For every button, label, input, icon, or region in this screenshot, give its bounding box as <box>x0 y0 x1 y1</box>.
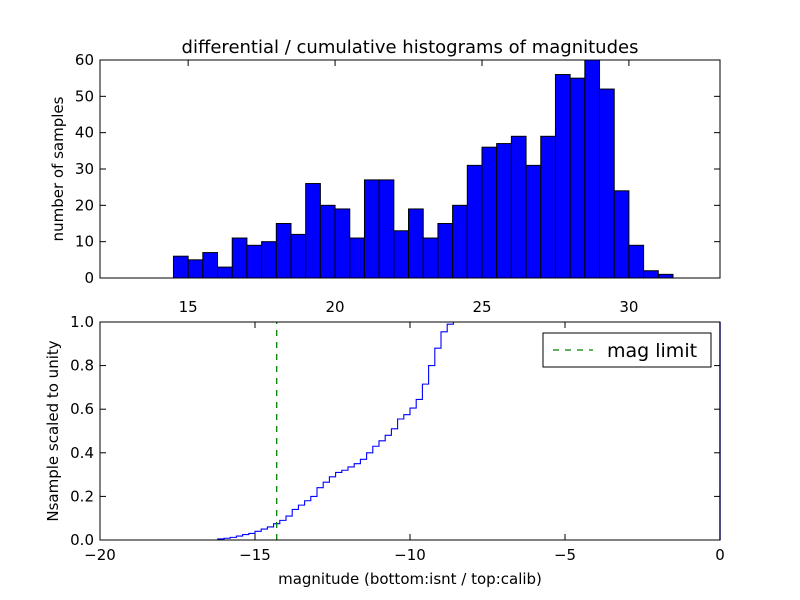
top-y-tick-label: 10 <box>75 233 94 251</box>
histogram-bar <box>363 179 380 279</box>
histogram-bar <box>569 77 586 279</box>
histogram-bar <box>393 230 410 279</box>
differential-histogram-panel: differential / cumulative histograms of … <box>49 37 721 316</box>
top-y-tick-label: 20 <box>75 196 94 214</box>
histogram-bar <box>231 237 248 279</box>
histogram-bar <box>202 252 219 279</box>
top-y-tick-label: 40 <box>75 124 94 142</box>
top-x-tick-label: 25 <box>472 298 491 316</box>
bottom-x-tick-label: −10 <box>394 546 426 564</box>
top-y-tick-label: 50 <box>75 87 94 105</box>
chart-title: differential / cumulative histograms of … <box>182 37 639 58</box>
histogram-bar <box>554 74 571 279</box>
histogram-bar <box>481 146 498 279</box>
histogram-bar <box>422 237 439 279</box>
histogram-bar <box>466 164 483 279</box>
histogram-bar <box>261 241 277 279</box>
histogram-bar <box>540 135 556 279</box>
bottom-y-tick-label: 0.6 <box>70 400 94 418</box>
histogram-bar <box>334 208 351 279</box>
bottom-y-axis-label: Nsample scaled to unity <box>44 340 62 521</box>
histogram-bar <box>496 143 512 279</box>
histogram-bar <box>319 204 336 279</box>
top-x-tick-label: 15 <box>179 298 198 316</box>
bottom-axis-ticks: 0.0 0.2 0.4 0.6 0.8 1.0 −20 −15 −10 −5 0 <box>70 313 725 564</box>
histogram-bar <box>275 223 292 279</box>
histogram-bar <box>628 244 645 279</box>
bottom-y-tick-label: 0.4 <box>70 444 94 462</box>
histogram-bar <box>584 59 601 279</box>
top-y-axis-label: number of samples <box>49 96 67 241</box>
histogram-bar <box>290 233 307 279</box>
histogram-bar <box>187 259 204 279</box>
histogram-bar <box>599 88 615 279</box>
histogram-bar <box>217 266 233 279</box>
histogram-bar <box>510 135 527 279</box>
histogram-bar <box>349 237 365 279</box>
top-x-tick-label: 20 <box>326 298 345 316</box>
bottom-y-tick-label: 0.8 <box>70 357 94 375</box>
histogram-bar <box>452 204 468 279</box>
top-x-tick-label: 30 <box>619 298 638 316</box>
top-y-tick-label: 0 <box>84 269 94 287</box>
histogram-bar <box>437 223 454 279</box>
histogram-bar <box>172 255 189 279</box>
histogram-bar <box>613 190 630 279</box>
histogram-bar <box>525 164 542 279</box>
histogram-bar <box>408 208 424 279</box>
histogram-bar <box>305 183 321 279</box>
histogram-bar <box>378 179 395 279</box>
histogram-bars <box>172 59 674 279</box>
bottom-x-tick-label: 0 <box>715 546 725 564</box>
bottom-y-tick-label: 0.2 <box>70 487 94 505</box>
bottom-y-tick-label: 1.0 <box>70 313 94 331</box>
bottom-y-tick-label: 0.0 <box>70 531 94 549</box>
cumulative-step-line <box>100 321 720 541</box>
bottom-x-tick-label: −5 <box>554 546 576 564</box>
x-axis-label: magnitude (bottom:isnt / top:calib) <box>278 570 542 588</box>
legend-label-mag-limit: mag limit <box>607 340 697 362</box>
cumulative-histogram-panel: 0.0 0.2 0.4 0.6 0.8 1.0 −20 −15 −10 −5 0 Nsample s… <box>44 313 725 588</box>
top-axis-ticks: 0 10 20 30 40 50 60 15 20 25 30 <box>75 51 720 316</box>
histogram-bar <box>657 273 674 279</box>
bottom-x-tick-label: −20 <box>84 546 116 564</box>
histogram-bar <box>643 270 659 279</box>
top-y-tick-label: 60 <box>75 51 94 69</box>
legend: mag limit <box>542 332 712 368</box>
histogram-bar <box>246 244 263 279</box>
top-y-tick-label: 30 <box>75 160 94 178</box>
bottom-x-tick-label: −15 <box>239 546 271 564</box>
